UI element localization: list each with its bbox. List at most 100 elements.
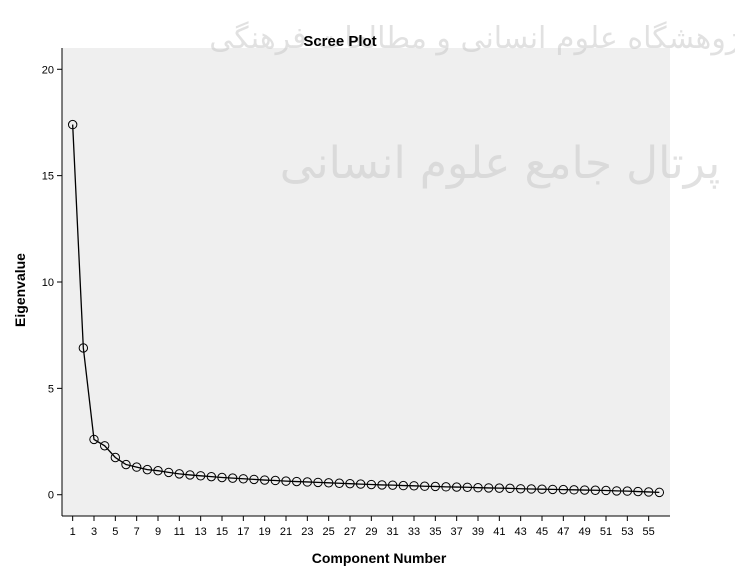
data-point-marker (387, 480, 398, 490)
x-tick-label: 9 (155, 526, 161, 538)
x-tick-label: 29 (365, 526, 377, 538)
x-tick-label: 3 (91, 526, 97, 538)
data-point-marker (131, 462, 142, 472)
data-point-marker (654, 487, 665, 498)
watermark-line-2: پرتال جامع علوم انسانی (280, 138, 721, 189)
data-point-marker (270, 475, 281, 486)
data-point-marker (291, 476, 302, 487)
x-tick-label: 45 (536, 526, 548, 538)
data-point-marker (259, 475, 270, 485)
data-point-marker (78, 343, 89, 353)
data-point-marker (153, 465, 163, 476)
x-tick-label: 31 (387, 526, 399, 538)
data-point-marker (163, 467, 174, 478)
x-tick-label: 47 (557, 526, 569, 538)
data-point-marker (430, 481, 441, 492)
data-point-marker (227, 473, 238, 483)
chart-title: Scree Plot (303, 33, 376, 50)
data-point-marker (238, 474, 249, 484)
data-point-marker (579, 485, 590, 495)
data-point-marker (110, 452, 121, 463)
data-point-marker (515, 484, 526, 494)
data-point-marker (451, 482, 462, 492)
x-tick-label: 5 (112, 526, 118, 538)
x-axis: 1 3 5 7 9 11 13 15 17 19 21 23 25 27 29 31 33 35 37 39 41 43 4… (62, 515, 670, 538)
data-point-marker (377, 480, 387, 490)
x-tick-label: 53 (621, 526, 633, 538)
y-tick-label: 5 (48, 383, 54, 395)
x-tick-label: 17 (237, 526, 249, 538)
watermark-line-1: پژوهشگاه علوم انسانی و مطالعات فرهنگی (209, 21, 735, 56)
data-point-marker (537, 484, 547, 494)
data-point-marker (334, 478, 345, 488)
data-point-marker (505, 483, 515, 494)
data-point-marker (345, 478, 355, 489)
data-point-marker (89, 434, 99, 445)
y-axis: 0 5 10 15 20 (42, 48, 63, 516)
data-point-marker (590, 485, 601, 495)
data-point-marker (409, 481, 419, 491)
data-point-marker (526, 484, 537, 494)
x-tick-label: 51 (600, 526, 612, 538)
y-tick-label: 20 (42, 64, 54, 76)
data-point-marker (441, 482, 451, 492)
y-tick-label: 15 (42, 171, 54, 183)
y-axis-label: Eigenvalue (12, 253, 28, 327)
data-point-marker (398, 480, 409, 491)
x-tick-label: 43 (515, 526, 527, 538)
x-tick-label: 55 (643, 526, 655, 538)
data-point-marker (249, 474, 259, 485)
data-point-marker (206, 471, 217, 482)
x-tick-label: 23 (301, 526, 313, 538)
data-point-marker (323, 478, 334, 488)
data-point-marker (281, 476, 291, 486)
data-point-marker (121, 459, 131, 470)
x-tick-label: 41 (493, 526, 505, 538)
data-point-marker (462, 482, 473, 492)
data-point-marker (611, 486, 622, 496)
x-tick-label: 33 (408, 526, 420, 538)
x-tick-label: 11 (174, 526, 185, 538)
data-point-marker (547, 484, 558, 495)
data-point-marker (366, 479, 377, 490)
data-point-marker (99, 441, 110, 451)
data-point-marker (601, 485, 611, 496)
data-point-marker (313, 477, 323, 488)
data-point-marker (67, 119, 78, 130)
series-line (72, 124, 660, 494)
plot-area (62, 48, 670, 516)
y-tick-label: 0 (48, 490, 54, 502)
data-point-marker (633, 486, 643, 497)
data-point-marker (302, 477, 313, 487)
x-tick-label: 25 (323, 526, 335, 538)
x-tick-label: 7 (134, 526, 140, 538)
x-tick-label: 15 (216, 526, 228, 538)
data-point-marker (195, 471, 206, 481)
data-point-marker (483, 483, 494, 493)
y-tick-label: 10 (42, 277, 54, 289)
x-tick-label: 27 (344, 526, 356, 538)
x-tick-label: 21 (280, 526, 292, 538)
x-tick-label: 35 (429, 526, 441, 538)
data-point-marker (643, 487, 654, 497)
x-tick-label: 1 (70, 526, 76, 538)
eigenvalue-series (67, 119, 665, 498)
x-tick-label: 49 (579, 526, 591, 538)
x-tick-label: 37 (451, 526, 463, 538)
data-point-marker (558, 484, 569, 495)
data-point-marker (355, 479, 366, 489)
data-point-marker (217, 472, 227, 483)
data-point-marker (142, 464, 153, 475)
x-tick-label: 39 (472, 526, 484, 538)
x-tick-label: 19 (259, 526, 271, 538)
data-point-marker (494, 483, 505, 493)
data-point-marker (185, 470, 195, 480)
data-point-marker (473, 483, 483, 493)
data-point-marker (174, 469, 185, 479)
data-point-marker (419, 481, 430, 491)
data-point-marker (622, 486, 633, 496)
x-tick-label: 13 (195, 526, 207, 538)
x-axis-label: Component Number (312, 550, 447, 566)
data-point-marker (569, 485, 579, 495)
